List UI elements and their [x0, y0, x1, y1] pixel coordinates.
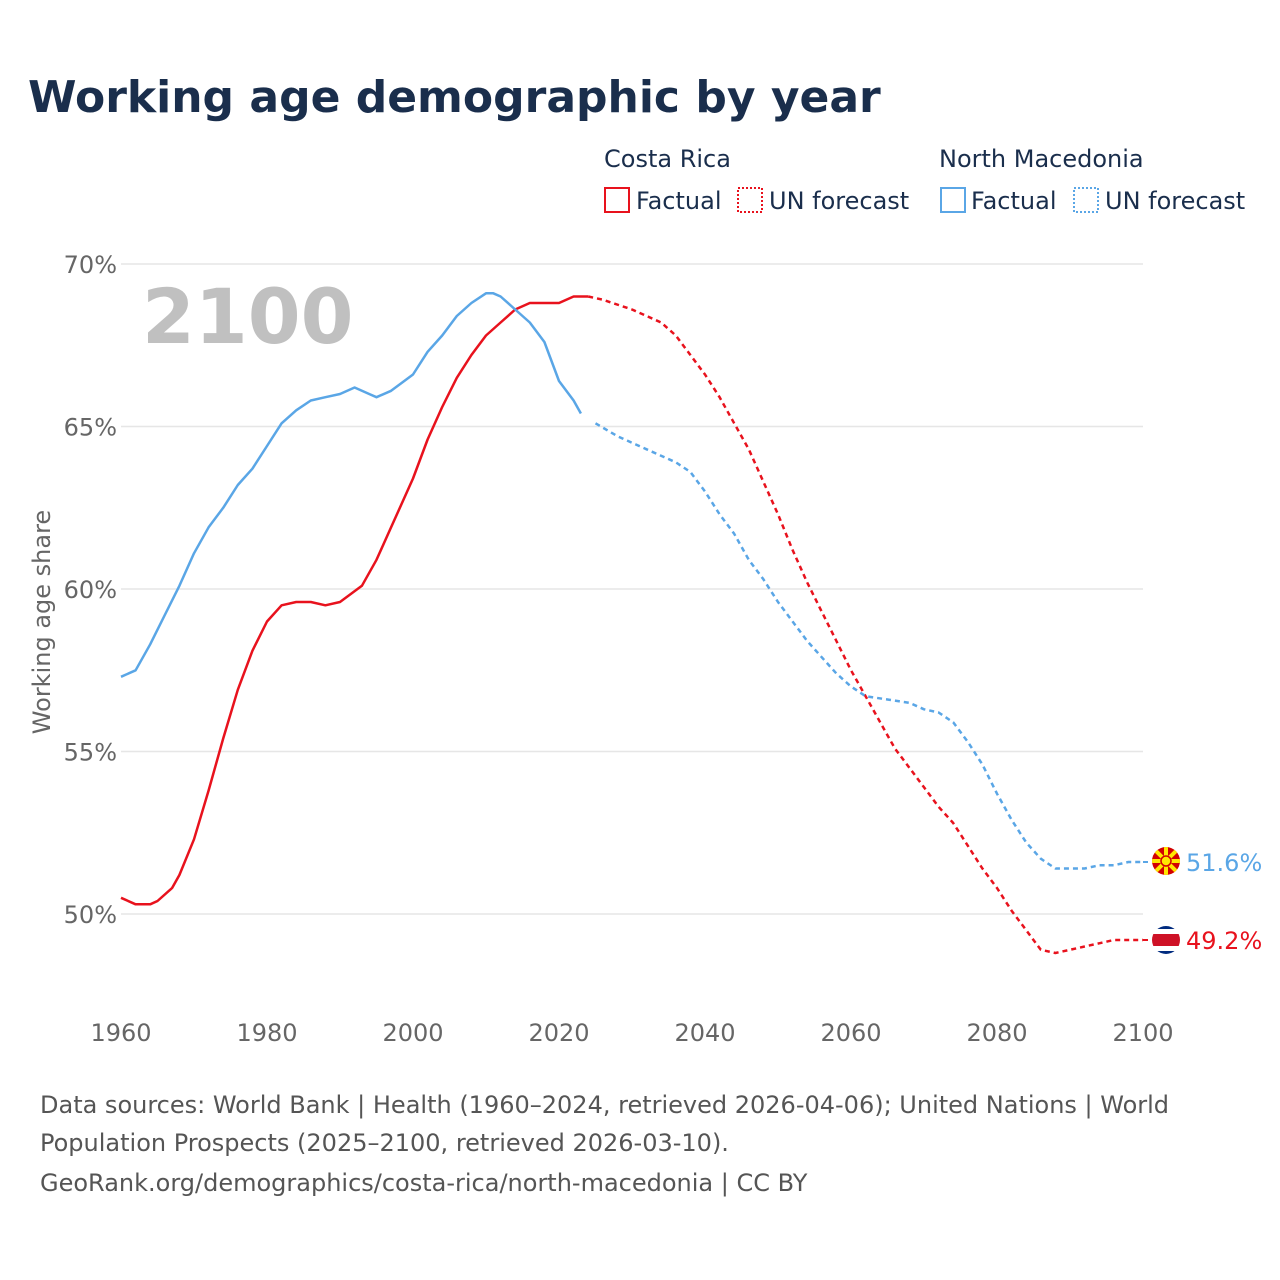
source-line-2: Population Prospects (2025–2100, retriev…	[40, 1129, 729, 1157]
y-tick-label: 70%	[64, 251, 117, 279]
x-tick-label: 2100	[1112, 1019, 1173, 1047]
y-tick-label: 55%	[64, 739, 117, 767]
x-tick-label: 2040	[674, 1019, 735, 1047]
costa-rica-end-label: 49.2%	[1186, 927, 1262, 955]
source-line-1: Data sources: World Bank | Health (1960–…	[40, 1091, 1169, 1119]
end-labels	[1152, 847, 1180, 954]
north-macedonia-end-label: 51.6%	[1186, 849, 1262, 877]
y-tick-label: 50%	[64, 901, 117, 929]
y-tick-label: 60%	[64, 576, 117, 604]
costa-rica-flag-icon	[1152, 926, 1180, 954]
legend-group-north-macedonia: North Macedonia	[939, 145, 1144, 173]
legend-swatch-costa-rica-factual	[604, 187, 630, 213]
x-tick-label: 2020	[528, 1019, 589, 1047]
legend-label-north-macedonia-factual[interactable]: Factual	[971, 187, 1057, 215]
x-axis: 1960 1980 2000 2020 2040 2060 2080 2100	[90, 1019, 1173, 1047]
grid	[121, 263, 1143, 915]
legend: Costa Rica Factual UN forecast North Mac…	[604, 145, 1245, 215]
x-tick-label: 2060	[820, 1019, 881, 1047]
north-macedonia-forecast-line[interactable]	[594, 422, 1144, 870]
x-tick-label: 2080	[966, 1019, 1027, 1047]
legend-label-costa-rica-forecast[interactable]: UN forecast	[769, 187, 909, 215]
north-macedonia-factual-line[interactable]	[120, 292, 582, 678]
x-tick-label: 1960	[90, 1019, 151, 1047]
y-axis: 50% 55% 60% 65% 70%	[64, 251, 117, 929]
series: 49.2% 51.6%	[120, 292, 1262, 955]
legend-label-north-macedonia-forecast[interactable]: UN forecast	[1105, 187, 1245, 215]
legend-label-costa-rica-factual[interactable]: Factual	[636, 187, 722, 215]
y-tick-label: 65%	[64, 414, 117, 442]
chart-title: Working age demographic by year	[28, 72, 881, 123]
legend-swatch-costa-rica-forecast	[737, 187, 763, 213]
costa-rica-factual-line[interactable]	[120, 295, 589, 906]
x-tick-label: 1980	[236, 1019, 297, 1047]
legend-group-costa-rica: Costa Rica	[604, 145, 731, 173]
costa-rica-forecast-line[interactable]	[587, 295, 1143, 955]
current-year-label: 2100	[142, 272, 354, 361]
legend-swatch-north-macedonia-forecast	[1073, 187, 1099, 213]
y-axis-label: Working age share	[28, 510, 56, 734]
north-macedonia-flag-icon	[1152, 847, 1180, 875]
x-tick-label: 2000	[382, 1019, 443, 1047]
source-line-3[interactable]: GeoRank.org/demographics/costa-rica/nort…	[40, 1169, 808, 1197]
legend-swatch-north-macedonia-factual	[940, 187, 966, 213]
